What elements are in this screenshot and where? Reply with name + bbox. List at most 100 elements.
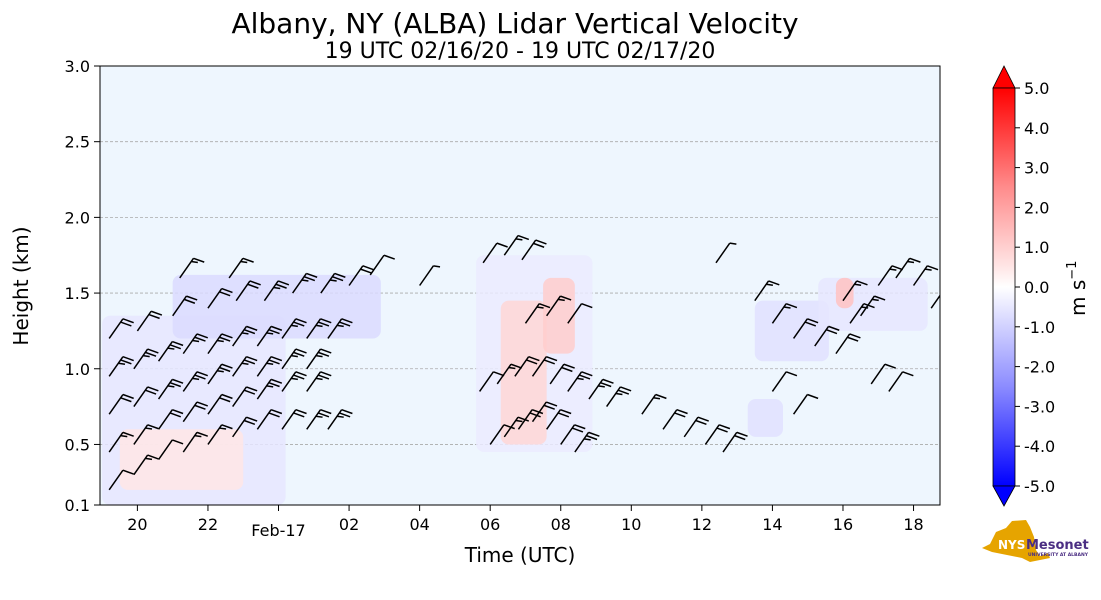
- wind-barb: [860, 295, 886, 317]
- barb-feather: [169, 344, 182, 350]
- barb-feather: [332, 275, 344, 282]
- y-tick-label: 1.5: [65, 284, 90, 303]
- y-tick-label: 0.1: [65, 496, 90, 515]
- barb-feather: [496, 242, 508, 248]
- barb-feather: [620, 386, 632, 392]
- barb-feather: [515, 238, 523, 241]
- barb-feather: [120, 359, 132, 365]
- barb-feather: [334, 272, 346, 278]
- barb-feather: [517, 416, 530, 422]
- barb-feather: [194, 336, 206, 342]
- wind-barb: [849, 302, 875, 324]
- barb-feather: [433, 265, 441, 268]
- colorbar-tick-label: 4.0: [1024, 119, 1049, 138]
- barb-feather: [169, 381, 182, 388]
- colorbar-tick-label: -2.0: [1024, 358, 1055, 377]
- wind-barb: [842, 280, 868, 302]
- colorbar-tick-label: -1.0: [1024, 318, 1055, 337]
- barb-feather: [874, 295, 886, 301]
- wind-barb: [207, 393, 233, 415]
- barb-feather: [295, 408, 307, 415]
- wind-barb: [108, 431, 134, 453]
- barb-staff: [546, 409, 562, 430]
- barb-feather: [196, 401, 209, 407]
- wind-barb: [306, 318, 332, 339]
- wind-barb: [108, 393, 134, 415]
- barb-feather: [571, 427, 584, 433]
- barb-feather: [241, 362, 249, 365]
- barb-feather: [266, 362, 274, 365]
- wind-barb: [771, 302, 798, 324]
- y-tick-label: 2.5: [65, 133, 90, 152]
- barb-feather: [493, 371, 505, 377]
- x-tick-label: 22: [198, 515, 218, 534]
- logo-tagline: UNIVERSITY AT ALBANY: [1028, 552, 1089, 558]
- wind-barb: [588, 378, 614, 400]
- barb-feather: [172, 378, 184, 384]
- chart-title: Albany, NY (ALBA) Lidar Vertical Velocit…: [231, 7, 798, 40]
- barb-feather: [615, 392, 623, 396]
- barb-feather: [196, 333, 209, 339]
- barb-feather: [273, 286, 281, 290]
- wind-barb: [232, 325, 258, 347]
- barb-feather: [927, 265, 939, 271]
- barb-feather: [339, 321, 351, 327]
- wind-barb: [482, 242, 508, 264]
- barb-feather: [120, 397, 132, 403]
- logo-brand: NYS: [998, 538, 1025, 552]
- barb-feather: [510, 363, 522, 369]
- wind-barb: [560, 424, 586, 445]
- wind-barb: [292, 272, 318, 294]
- wind-barb: [792, 393, 819, 415]
- chart-subtitle: 19 UTC 02/16/20 - 19 UTC 02/17/20: [325, 39, 716, 64]
- wind-barb: [327, 408, 353, 430]
- barb-feather: [147, 424, 159, 430]
- barb-feather: [588, 431, 600, 437]
- colorbar-tick-label: 2.0: [1024, 198, 1049, 217]
- barb-staff: [546, 295, 562, 317]
- barb-feather: [221, 424, 233, 430]
- wind-barb: [327, 318, 353, 339]
- barb-feather: [336, 415, 344, 418]
- barb-feather: [341, 318, 353, 324]
- barb-feather: [270, 408, 283, 415]
- barb-staff: [182, 371, 198, 392]
- barb-feather: [217, 339, 224, 343]
- barb-staff: [182, 431, 198, 453]
- barb-feather: [266, 385, 274, 388]
- barb-feather: [320, 371, 332, 377]
- barb-feather: [169, 412, 182, 418]
- wind-barb: [320, 272, 346, 294]
- y-tick-label: 1.0: [65, 360, 90, 379]
- barb-staff: [182, 401, 198, 423]
- barb-feather: [515, 419, 523, 423]
- wind-barb: [503, 416, 530, 438]
- barb-feather: [902, 371, 914, 377]
- x-date-tick-label: Feb-17: [251, 521, 305, 540]
- barb-feather: [531, 408, 544, 415]
- barb-feather: [362, 265, 374, 271]
- barb-feather: [317, 321, 330, 327]
- colorbar-tick-label: 3.0: [1024, 159, 1049, 178]
- barb-feather: [546, 355, 558, 362]
- barb-feather: [528, 355, 540, 362]
- wind-barb: [870, 363, 896, 385]
- barb-feather: [291, 377, 298, 381]
- wind-barb: [792, 318, 819, 339]
- barb-feather: [674, 412, 686, 418]
- barb-feather: [243, 419, 256, 426]
- wind-barb: [157, 340, 184, 362]
- colorbar-label: m s−1: [1065, 261, 1090, 316]
- wind-barb: [281, 348, 307, 370]
- wind-barb: [503, 234, 530, 256]
- barb-feather: [907, 260, 915, 264]
- barb-feather: [241, 332, 249, 335]
- y-tick-label: 3.0: [65, 57, 90, 76]
- barb-staff: [888, 371, 904, 392]
- barb-feather: [122, 393, 134, 400]
- barb-feather: [320, 408, 332, 415]
- barb-feather: [270, 325, 283, 331]
- barb-feather: [266, 332, 274, 335]
- wind-barb: [514, 355, 540, 377]
- barb-staff: [478, 371, 494, 392]
